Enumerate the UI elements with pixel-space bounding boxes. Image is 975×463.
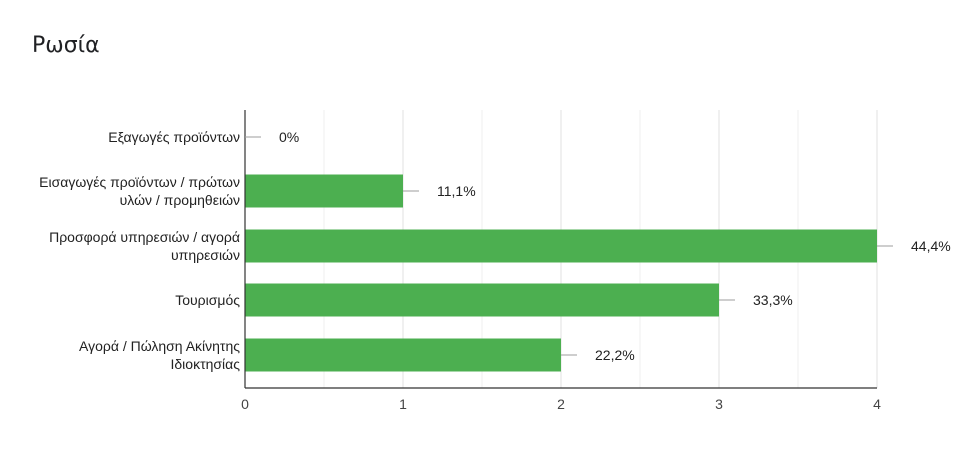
- category-label: Προσφορά υπηρεσιών / αγορά υπηρεσιών: [49, 229, 240, 263]
- data-label: 22,2%: [595, 347, 635, 363]
- x-tick-label: 0: [241, 396, 249, 412]
- bar: [245, 338, 561, 372]
- bars: [245, 174, 877, 372]
- data-label: 33,3%: [753, 292, 793, 308]
- data-label: 11,1%: [437, 183, 476, 199]
- data-label: 0%: [279, 129, 299, 145]
- category-label: Εισαγωγές προϊόντων / πρώτων υλών / προμη…: [39, 174, 240, 208]
- x-tick-label: 4: [873, 396, 881, 412]
- x-tick-label: 2: [557, 396, 565, 412]
- x-tick-label: 1: [399, 396, 407, 412]
- axes: 0 1 2 3 4: [241, 110, 881, 412]
- category-label: Τουρισμός: [175, 292, 240, 308]
- category-label: Εξαγωγές προϊόντων: [108, 129, 240, 145]
- x-tick-label: 3: [715, 396, 723, 412]
- data-label: 44,4%: [911, 238, 951, 254]
- chart-title: Ρωσία: [32, 33, 100, 58]
- bar: [245, 174, 403, 208]
- bar: [245, 283, 719, 317]
- labels: 0% Εξαγωγές προϊόντων 11,1% Εισαγωγές προϊό…: [39, 129, 951, 372]
- bar: [245, 229, 877, 263]
- category-label: Αγορά / Πώληση Ακίνητης Ιδιοκτησίας: [79, 338, 240, 372]
